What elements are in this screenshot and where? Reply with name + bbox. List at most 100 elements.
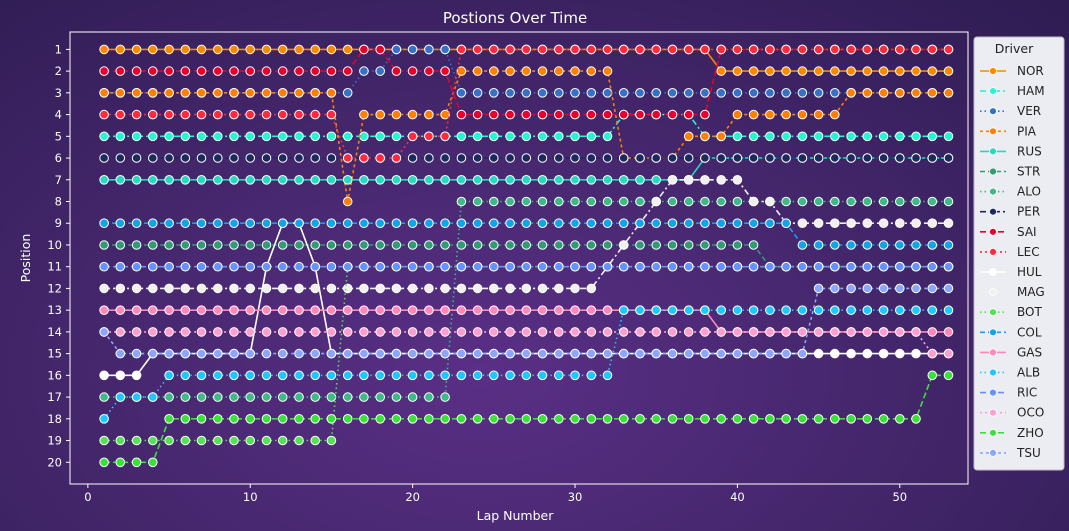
legend-marker	[989, 328, 997, 337]
data-point	[326, 435, 337, 446]
data-point	[277, 283, 288, 294]
data-point	[943, 153, 954, 163]
legend-marker	[989, 227, 997, 236]
data-point	[326, 327, 337, 337]
data-point	[245, 109, 255, 120]
data-point	[148, 261, 158, 272]
data-point	[570, 175, 580, 185]
data-point	[213, 348, 223, 359]
data-point	[602, 305, 613, 316]
data-point	[797, 240, 808, 250]
data-point	[830, 348, 840, 359]
data-point	[667, 327, 678, 337]
data-point	[813, 261, 824, 272]
data-point	[700, 153, 710, 163]
data-point	[943, 218, 954, 228]
data-point	[505, 370, 515, 381]
data-point	[196, 414, 207, 424]
data-point	[862, 88, 873, 98]
data-point	[213, 218, 223, 228]
data-point	[505, 327, 515, 337]
data-point	[424, 44, 434, 55]
y-axis-label: Position	[18, 234, 33, 283]
data-point	[586, 175, 597, 185]
data-point	[148, 153, 158, 163]
data-point	[391, 66, 402, 76]
data-point	[359, 283, 369, 294]
data-point	[440, 66, 450, 76]
data-point	[586, 348, 597, 359]
data-point	[586, 414, 597, 424]
data-point	[277, 370, 288, 381]
data-point	[797, 327, 808, 337]
legend-label: RUS	[1017, 144, 1042, 158]
data-point	[472, 414, 483, 424]
data-point	[505, 283, 515, 294]
series-zho	[99, 370, 954, 468]
data-point	[310, 44, 321, 55]
data-point	[505, 348, 515, 359]
data-point	[472, 66, 483, 76]
data-point	[683, 88, 694, 98]
data-point	[732, 44, 743, 55]
legend-label: PER	[1017, 205, 1040, 219]
data-point	[683, 218, 694, 228]
data-point	[911, 66, 921, 76]
data-point	[196, 240, 207, 250]
data-point	[391, 348, 402, 359]
data-point	[781, 327, 791, 337]
data-point	[537, 348, 548, 359]
data-point	[472, 370, 483, 381]
data-point	[148, 175, 158, 185]
data-point	[326, 66, 337, 76]
data-point	[326, 261, 337, 272]
data-point	[310, 153, 321, 163]
data-point	[732, 218, 743, 228]
data-point	[700, 44, 710, 55]
data-point	[554, 131, 564, 142]
data-point	[797, 414, 808, 424]
legend-item-pia: PIA	[980, 124, 1037, 138]
data-point	[180, 348, 191, 359]
data-point	[99, 153, 109, 163]
data-point	[895, 327, 905, 337]
data-point	[667, 44, 678, 55]
data-point	[521, 196, 532, 207]
data-point	[245, 153, 255, 163]
data-point	[245, 348, 255, 359]
data-point	[261, 109, 272, 120]
data-point	[245, 283, 255, 294]
data-point	[748, 218, 759, 228]
data-point	[213, 175, 223, 185]
data-point	[359, 109, 369, 120]
data-point	[830, 283, 840, 294]
data-point	[440, 305, 450, 316]
data-point	[131, 283, 142, 294]
data-point	[424, 218, 434, 228]
legend-label: RIC	[1017, 386, 1037, 400]
data-point	[148, 457, 158, 468]
data-point	[651, 109, 662, 120]
data-point	[570, 327, 580, 337]
legend-item-ric: RIC	[980, 386, 1037, 400]
data-point	[927, 348, 938, 359]
data-point	[618, 261, 629, 272]
data-point	[732, 153, 743, 163]
data-point	[781, 261, 791, 272]
data-point	[245, 131, 255, 142]
data-point	[375, 175, 386, 185]
data-point	[570, 240, 580, 250]
data-point	[489, 283, 499, 294]
data-point	[635, 109, 645, 120]
data-point	[99, 88, 109, 98]
data-point	[310, 370, 321, 381]
data-point	[456, 175, 467, 185]
data-point	[570, 109, 580, 120]
data-point	[456, 109, 467, 120]
legend-label: ALO	[1017, 185, 1041, 199]
data-point	[781, 109, 791, 120]
data-point	[895, 66, 905, 76]
data-point	[586, 66, 597, 76]
y-tick-label: 15	[47, 347, 62, 361]
data-point	[196, 261, 207, 272]
